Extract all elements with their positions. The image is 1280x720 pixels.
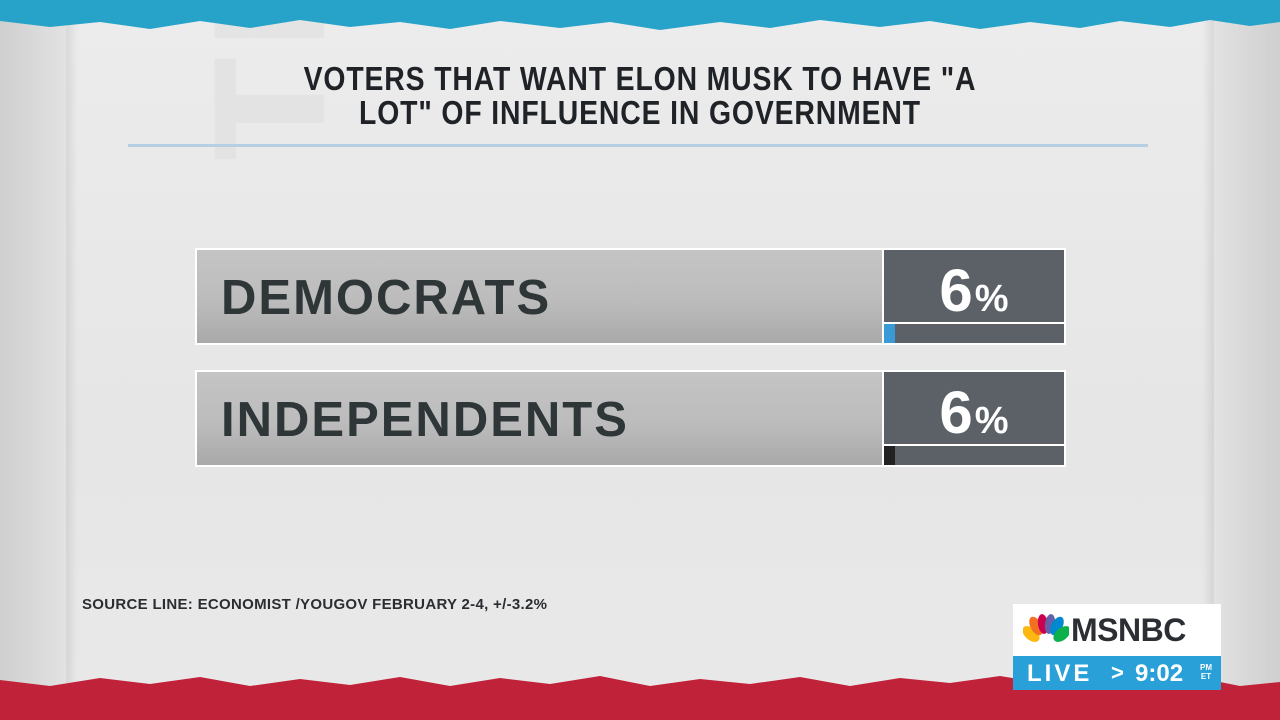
- data-label-value: 6: [939, 257, 973, 324]
- data-label: 6%: [884, 378, 1064, 447]
- time-ampm: PM: [1200, 663, 1212, 672]
- peacock-icon: [1023, 614, 1069, 646]
- torn-top-border: [0, 0, 1280, 30]
- left-set-wall: [0, 0, 66, 720]
- torn-bottom-border: [0, 676, 1280, 720]
- live-label: LIVE: [1027, 660, 1093, 687]
- category-label: DEMOCRATS: [221, 271, 552, 325]
- bar-row-independents: INDEPENDENTS 6%: [195, 370, 1066, 467]
- bar: [884, 324, 895, 343]
- value-box: 6%: [882, 248, 1066, 324]
- right-set-wall: [1214, 0, 1280, 720]
- title-divider: [128, 144, 1148, 147]
- value-box: 6%: [882, 370, 1066, 446]
- data-label-unit: %: [974, 400, 1009, 442]
- bar-row-democrats: DEMOCRATS 6%: [195, 248, 1066, 345]
- progress-track: [882, 322, 1066, 345]
- category-box: DEMOCRATS: [195, 248, 884, 345]
- progress-track: [882, 444, 1066, 467]
- chevron-right-icon: >: [1111, 660, 1124, 685]
- network-name: MSNBC: [1071, 612, 1186, 648]
- category-box: INDEPENDENTS: [195, 370, 884, 467]
- source-line: SOURCE LINE: ECONOMIST /YOUGOV FEBRUARY …: [82, 596, 548, 613]
- live-indicator: LIVE > 9:02 PM ET: [1013, 656, 1221, 690]
- category-label: INDEPENDENTS: [221, 393, 629, 447]
- network-logo: MSNBC: [1013, 604, 1221, 656]
- time-zone: PM ET: [1199, 663, 1213, 681]
- chart-title: VOTERS THAT WANT ELON MUSK TO HAVE "A LO…: [303, 60, 977, 131]
- time-zone-label: ET: [1200, 672, 1212, 681]
- bar: [884, 446, 895, 465]
- data-label: 6%: [884, 256, 1064, 325]
- live-time: 9:02: [1135, 660, 1184, 687]
- data-label-unit: %: [974, 278, 1009, 320]
- data-label-value: 6: [939, 379, 973, 446]
- graphic-panel: THE: [66, 0, 1214, 720]
